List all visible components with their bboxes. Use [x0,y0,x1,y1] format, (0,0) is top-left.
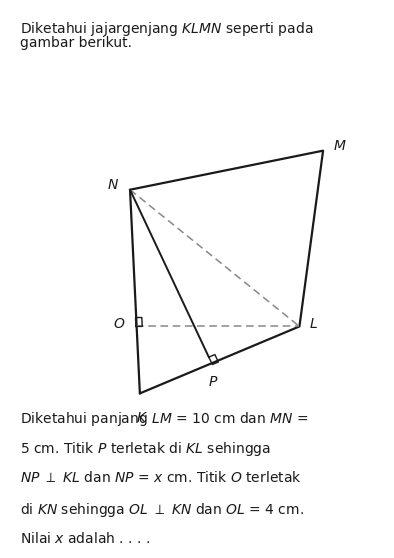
Text: di $KN$ sehingga $OL$ $\perp$ $KN$ dan $OL$ = 4 cm.: di $KN$ sehingga $OL$ $\perp$ $KN$ dan $… [20,501,304,518]
Text: $N$: $N$ [107,178,119,193]
Text: $M$: $M$ [333,139,347,153]
Text: $L$: $L$ [309,316,318,331]
Text: Nilai $x$ adalah . . . .: Nilai $x$ adalah . . . . [20,531,150,546]
Text: gambar berikut.: gambar berikut. [20,36,132,50]
Text: Diketahui jajargenjang $KLMN$ seperti pada: Diketahui jajargenjang $KLMN$ seperti pa… [20,20,313,37]
Text: $P$: $P$ [208,375,218,389]
Text: Diketahui panjang $LM$ = 10 cm dan $MN$ =: Diketahui panjang $LM$ = 10 cm dan $MN$ … [20,410,308,428]
Text: $O$: $O$ [113,316,125,331]
Text: $K$: $K$ [136,411,148,425]
Text: 5 cm. Titik $P$ terletak di $KL$ sehingga: 5 cm. Titik $P$ terletak di $KL$ sehingg… [20,440,271,458]
Text: $NP$ $\perp$ $KL$ dan $NP$ = $x$ cm. Titik $O$ terletak: $NP$ $\perp$ $KL$ dan $NP$ = $x$ cm. Tit… [20,470,301,485]
